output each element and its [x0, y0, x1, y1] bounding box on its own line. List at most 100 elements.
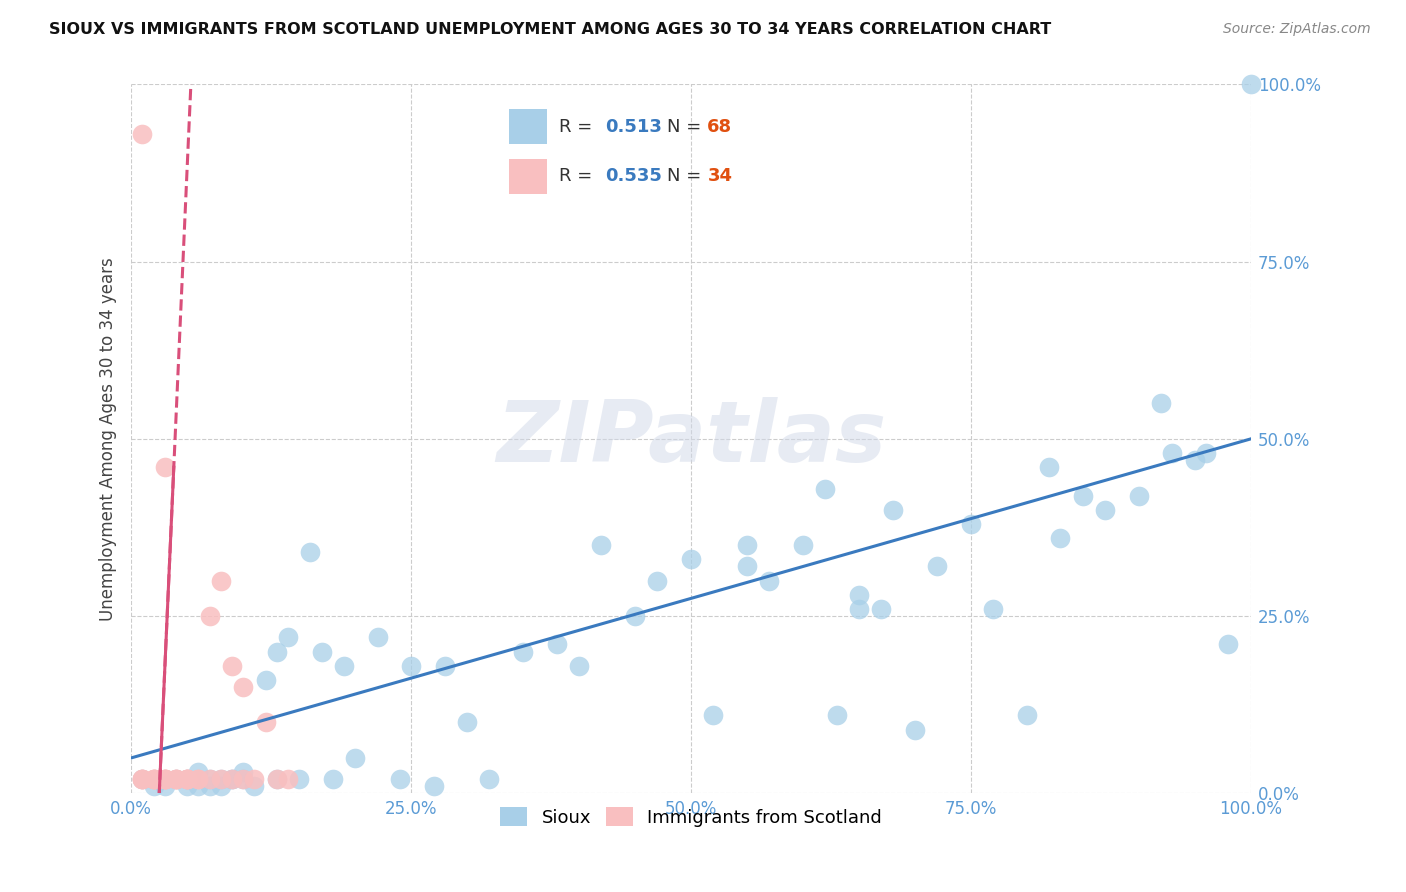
- Legend: Sioux, Immigrants from Scotland: Sioux, Immigrants from Scotland: [494, 800, 889, 834]
- Point: [176, 772, 198, 787]
- Point: [142, 772, 165, 787]
- Point: [254, 673, 277, 687]
- Point: [243, 779, 266, 793]
- Point: [266, 772, 288, 787]
- Point: [433, 658, 456, 673]
- Point: [456, 715, 478, 730]
- Point: [870, 602, 893, 616]
- Point: [176, 772, 198, 787]
- Point: [209, 779, 232, 793]
- Point: [232, 772, 254, 787]
- Point: [142, 779, 165, 793]
- Point: [176, 772, 198, 787]
- Point: [702, 708, 724, 723]
- Point: [1150, 396, 1173, 410]
- Point: [1015, 708, 1038, 723]
- Point: [153, 779, 176, 793]
- Point: [1240, 78, 1263, 92]
- Point: [131, 772, 153, 787]
- Point: [153, 772, 176, 787]
- Point: [131, 772, 153, 787]
- Point: [232, 765, 254, 780]
- Point: [591, 538, 613, 552]
- Point: [981, 602, 1004, 616]
- Point: [927, 559, 949, 574]
- Point: [198, 609, 221, 624]
- Point: [1049, 531, 1071, 545]
- Point: [388, 772, 411, 787]
- Point: [209, 772, 232, 787]
- Point: [153, 772, 176, 787]
- Point: [142, 772, 165, 787]
- Point: [153, 772, 176, 787]
- Text: SIOUX VS IMMIGRANTS FROM SCOTLAND UNEMPLOYMENT AMONG AGES 30 TO 34 YEARS CORRELA: SIOUX VS IMMIGRANTS FROM SCOTLAND UNEMPL…: [49, 22, 1052, 37]
- Point: [221, 772, 243, 787]
- Point: [399, 658, 422, 673]
- Point: [198, 772, 221, 787]
- Point: [1184, 453, 1206, 467]
- Point: [568, 658, 591, 673]
- Point: [187, 772, 209, 787]
- Point: [1038, 460, 1060, 475]
- Point: [1128, 489, 1150, 503]
- Point: [825, 708, 848, 723]
- Point: [221, 772, 243, 787]
- Point: [299, 545, 322, 559]
- Point: [187, 779, 209, 793]
- Text: ZIPatlas: ZIPatlas: [496, 398, 886, 481]
- Point: [165, 772, 187, 787]
- Point: [679, 552, 702, 566]
- Point: [153, 460, 176, 475]
- Point: [176, 779, 198, 793]
- Point: [367, 631, 389, 645]
- Point: [1218, 638, 1240, 652]
- Point: [1195, 446, 1218, 460]
- Point: [165, 772, 187, 787]
- Point: [176, 772, 198, 787]
- Point: [1071, 489, 1094, 503]
- Point: [221, 772, 243, 787]
- Point: [243, 772, 266, 787]
- Point: [288, 772, 311, 787]
- Text: Source: ZipAtlas.com: Source: ZipAtlas.com: [1223, 22, 1371, 37]
- Point: [277, 772, 299, 787]
- Point: [209, 772, 232, 787]
- Point: [478, 772, 501, 787]
- Point: [131, 127, 153, 141]
- Point: [1161, 446, 1184, 460]
- Point: [232, 680, 254, 694]
- Point: [735, 538, 758, 552]
- Point: [1094, 503, 1116, 517]
- Point: [735, 559, 758, 574]
- Point: [209, 574, 232, 588]
- Point: [814, 482, 837, 496]
- Point: [277, 631, 299, 645]
- Point: [422, 779, 444, 793]
- Point: [142, 772, 165, 787]
- Point: [848, 588, 870, 602]
- Point: [848, 602, 870, 616]
- Point: [165, 772, 187, 787]
- Point: [221, 658, 243, 673]
- Point: [792, 538, 814, 552]
- Point: [546, 638, 568, 652]
- Point: [311, 644, 333, 658]
- Point: [758, 574, 780, 588]
- Point: [187, 772, 209, 787]
- Point: [904, 723, 927, 737]
- Point: [512, 644, 534, 658]
- Point: [960, 516, 983, 531]
- Point: [266, 644, 288, 658]
- Point: [131, 772, 153, 787]
- Point: [153, 772, 176, 787]
- Point: [142, 772, 165, 787]
- Point: [882, 503, 904, 517]
- Point: [232, 772, 254, 787]
- Y-axis label: Unemployment Among Ages 30 to 34 years: Unemployment Among Ages 30 to 34 years: [100, 257, 117, 621]
- Point: [344, 751, 367, 765]
- Point: [187, 765, 209, 780]
- Point: [198, 772, 221, 787]
- Point: [198, 779, 221, 793]
- Point: [624, 609, 647, 624]
- Point: [131, 772, 153, 787]
